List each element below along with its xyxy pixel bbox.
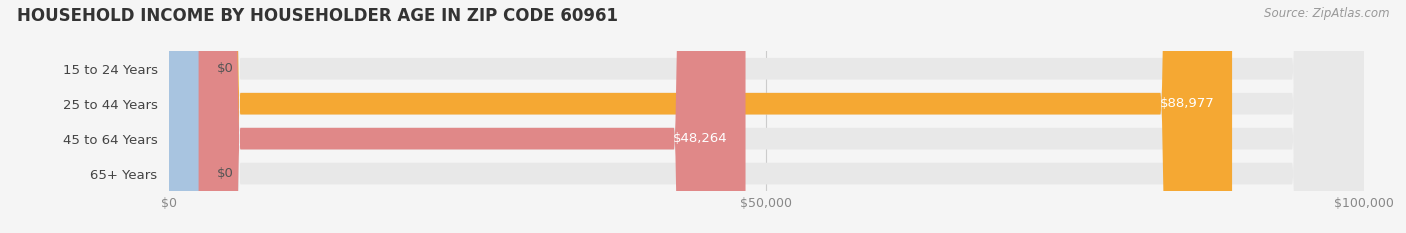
FancyBboxPatch shape — [169, 0, 1232, 233]
FancyBboxPatch shape — [169, 0, 1364, 233]
FancyBboxPatch shape — [169, 0, 198, 233]
FancyBboxPatch shape — [169, 0, 745, 233]
FancyBboxPatch shape — [169, 0, 1364, 233]
FancyBboxPatch shape — [169, 0, 1364, 233]
Text: $0: $0 — [217, 62, 233, 75]
Text: $88,977: $88,977 — [1160, 97, 1215, 110]
FancyBboxPatch shape — [169, 0, 1364, 233]
Text: $0: $0 — [217, 167, 233, 180]
Text: $48,264: $48,264 — [673, 132, 727, 145]
FancyBboxPatch shape — [169, 0, 198, 233]
Text: HOUSEHOLD INCOME BY HOUSEHOLDER AGE IN ZIP CODE 60961: HOUSEHOLD INCOME BY HOUSEHOLDER AGE IN Z… — [17, 7, 617, 25]
Text: Source: ZipAtlas.com: Source: ZipAtlas.com — [1264, 7, 1389, 20]
